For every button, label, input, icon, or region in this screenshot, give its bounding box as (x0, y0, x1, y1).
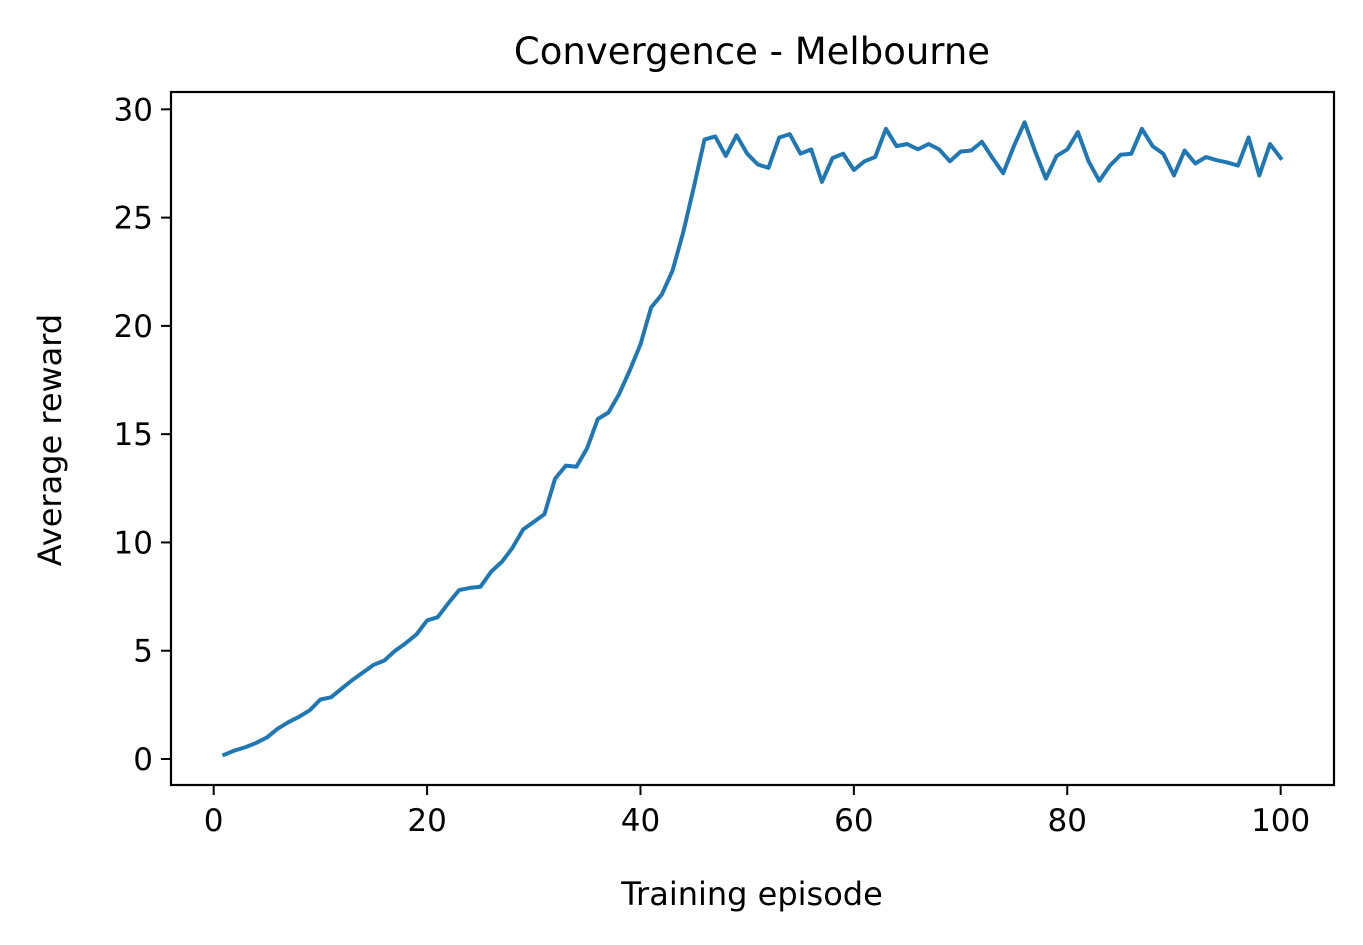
x-tick-label: 80 (1048, 803, 1087, 839)
x-tick-label: 20 (407, 803, 446, 839)
plot-frame (169, 90, 1336, 787)
x-tick-label: 40 (621, 803, 660, 839)
chart-title: Convergence - Melbourne (514, 30, 990, 73)
x-tick-label: 0 (204, 803, 224, 839)
y-axis-label: Average reward (31, 314, 69, 566)
y-axis-ticks: 0 5 10 15 20 25 30 (114, 92, 171, 778)
y-tick-label: 15 (114, 417, 153, 453)
x-tick-label: 100 (1251, 803, 1310, 839)
y-tick-label: 25 (114, 201, 153, 237)
y-tick-label: 5 (133, 634, 153, 670)
x-axis-ticks: 0 20 40 60 80 100 (204, 785, 1310, 839)
x-tick-label: 60 (834, 803, 873, 839)
series-line (221, 120, 1284, 758)
y-tick-label: 20 (114, 309, 153, 345)
y-tick-label: 10 (114, 525, 153, 561)
y-tick-label: 0 (133, 742, 153, 778)
y-tick-label: 30 (114, 92, 153, 128)
x-axis-label: Training episode (620, 875, 883, 913)
plot-area: 0 20 40 60 80 100 0 5 10 15 20 25 30 (114, 90, 1336, 839)
